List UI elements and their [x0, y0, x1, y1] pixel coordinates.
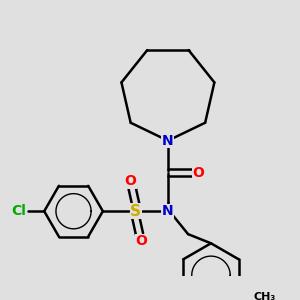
Text: CH₃: CH₃	[253, 292, 275, 300]
Text: O: O	[135, 235, 147, 248]
Text: O: O	[124, 174, 136, 188]
Text: S: S	[130, 204, 141, 219]
Text: N: N	[162, 204, 174, 218]
Text: N: N	[162, 134, 174, 148]
Text: Cl: Cl	[11, 204, 26, 218]
Text: O: O	[192, 166, 204, 180]
